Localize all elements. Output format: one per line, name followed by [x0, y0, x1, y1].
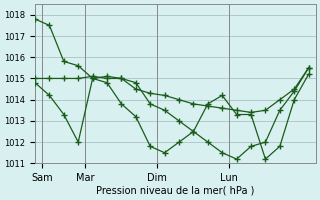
X-axis label: Pression niveau de la mer( hPa ): Pression niveau de la mer( hPa )	[96, 186, 255, 196]
